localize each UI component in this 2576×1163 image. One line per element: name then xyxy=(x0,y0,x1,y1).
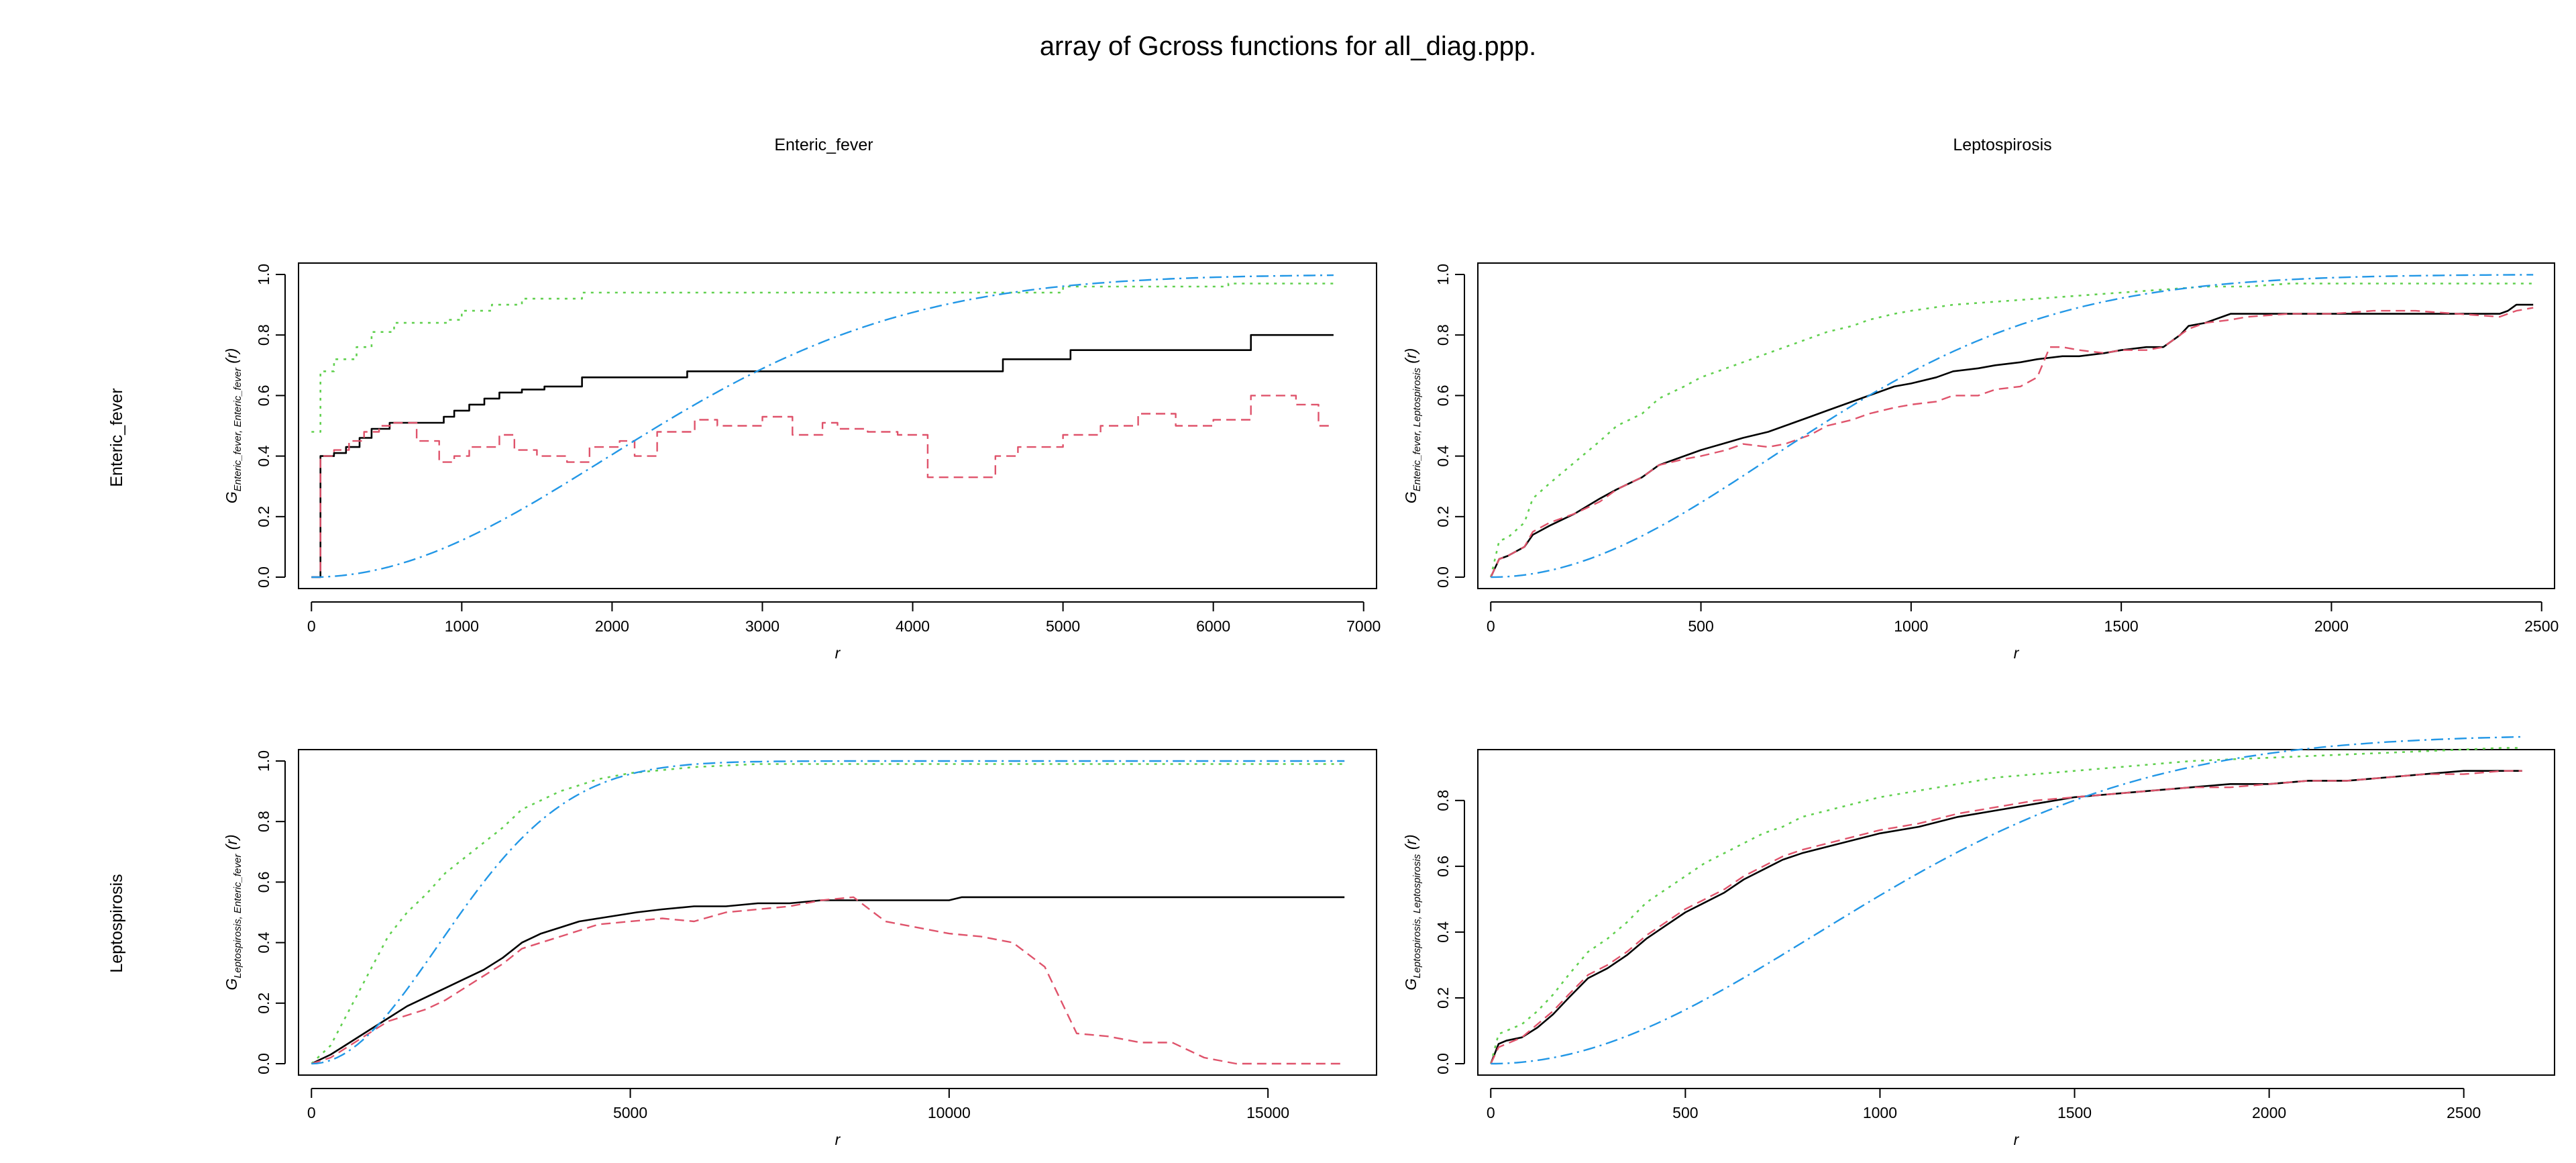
x-tick-label: 500 xyxy=(1688,617,1713,635)
row-header-enteric-fever: Enteric_fever xyxy=(107,388,126,487)
x-tick-label: 2000 xyxy=(595,617,629,635)
y-tick-label: 0.6 xyxy=(1434,385,1452,406)
y-tick-label: 0.8 xyxy=(1434,324,1452,346)
series-line-han xyxy=(1490,770,2522,1064)
column-header-enteric-fever: Enteric_fever xyxy=(774,136,873,154)
x-tick-label: 2500 xyxy=(2447,1104,2481,1121)
y-tick-label: 1.0 xyxy=(255,750,272,772)
y-axis-label: GLeptospirosis, Leptospirosis (r) xyxy=(1402,834,1423,990)
y-tick-label: 0.8 xyxy=(255,324,272,346)
x-tick-label: 5000 xyxy=(613,1104,647,1121)
plot-frame xyxy=(1477,262,2555,589)
y-tick-label: 0.6 xyxy=(1434,856,1452,877)
x-tick-label: 1000 xyxy=(445,617,479,635)
x-tick-label: 4000 xyxy=(896,617,930,635)
y-tick-label: 0.4 xyxy=(1434,445,1452,466)
y-tick-label: 0.0 xyxy=(255,1053,272,1074)
series-line-rs xyxy=(1490,283,2534,578)
y-tick-label: 0.0 xyxy=(1434,1053,1452,1074)
series-line-rs xyxy=(311,763,1345,1064)
x-tick-label: 0 xyxy=(307,617,316,635)
x-tick-label: 7000 xyxy=(1346,617,1381,635)
series-line-theo xyxy=(1491,274,2534,578)
series-line-rs xyxy=(311,283,1334,433)
plot-frame xyxy=(298,749,1377,1076)
x-axis-label: r xyxy=(835,1131,841,1148)
y-tick-label: 0.8 xyxy=(1434,790,1452,811)
x-tick-label: 3000 xyxy=(745,617,780,635)
y-tick-label: 0.6 xyxy=(255,871,272,893)
x-tick-label: 2000 xyxy=(2252,1104,2286,1121)
x-axis-label: r xyxy=(2014,644,2020,662)
series-line-theo xyxy=(1491,736,2522,1065)
x-tick-label: 2000 xyxy=(2314,617,2349,635)
x-tick-label: 0 xyxy=(1487,617,1495,635)
series-line-km xyxy=(1490,770,2522,1064)
series-line-han xyxy=(1490,307,2534,578)
y-tick-label: 0.4 xyxy=(255,931,272,953)
x-axis-label: r xyxy=(2014,1131,2020,1148)
series-line-km xyxy=(1490,303,2534,578)
panel-lep-lep: 0 500 1000 1500 2000 2500 r 0.0 0.2 0.4 0.6 0.8 GLep… xyxy=(1402,736,2555,1148)
y-tick-label: 0.4 xyxy=(1434,921,1452,943)
x-axis-label: r xyxy=(835,644,841,662)
x-tick-label: 6000 xyxy=(1196,617,1230,635)
y-tick-label: 0.0 xyxy=(1434,566,1452,588)
y-axis-label: GLeptospirosis, Enteric_fever (r) xyxy=(223,834,244,990)
x-tick-label: 1000 xyxy=(1863,1104,1897,1121)
y-tick-label: 1.0 xyxy=(1434,264,1452,285)
x-tick-label: 2500 xyxy=(2524,617,2559,635)
figure-title: array of Gcross functions for all_diag.p… xyxy=(1040,32,1536,61)
y-tick-label: 1.0 xyxy=(255,264,272,285)
x-tick-label: 10000 xyxy=(928,1104,971,1121)
series-line-rs xyxy=(1490,747,2522,1064)
y-tick-label: 0.6 xyxy=(255,385,272,406)
panel-ef-lep: 0 500 1000 1500 2000 2500 r 0.0 0.2 0.4 0.6 0.8 1.0 G… xyxy=(1402,262,2559,662)
series-line-km xyxy=(311,896,1345,1065)
series-line-theo xyxy=(311,274,1334,578)
y-tick-label: 0.2 xyxy=(255,506,272,527)
x-tick-label: 5000 xyxy=(1046,617,1080,635)
y-tick-label: 0.2 xyxy=(1434,987,1452,1009)
x-tick-label: 1000 xyxy=(1894,617,1928,635)
x-tick-label: 1500 xyxy=(2057,1104,2092,1121)
x-tick-label: 0 xyxy=(307,1104,316,1121)
column-header-leptospirosis: Leptospirosis xyxy=(1953,136,2051,154)
panel-ef-ef: 0 1000 2000 3000 4000 5000 6000 7000 r 0.0 0.2 0.4 0… xyxy=(223,262,1381,662)
x-tick-label: 15000 xyxy=(1246,1104,1289,1121)
y-tick-label: 0.8 xyxy=(255,811,272,832)
y-axis-label: GEnteric_fever, Enteric_fever (r) xyxy=(223,348,244,504)
plot-frame xyxy=(1477,749,2555,1076)
panels-group: 0 1000 2000 3000 4000 5000 6000 7000r0.00.20.40… xyxy=(223,262,2559,1148)
series-line-km xyxy=(311,334,1334,578)
series-line-theo xyxy=(311,760,1345,1065)
y-tick-label: 0.4 xyxy=(255,445,272,466)
y-tick-label: 0.2 xyxy=(255,993,272,1014)
panel-lep-ef: 0 5000 10000 15000 r 0.0 0.2 0.4 0.6 0.8 1.0 GLepto… xyxy=(223,749,1377,1148)
x-tick-label: 1500 xyxy=(2104,617,2139,635)
y-tick-label: 0.0 xyxy=(255,566,272,588)
x-tick-label: 0 xyxy=(1487,1104,1495,1121)
plot-frame xyxy=(298,262,1377,589)
series-line-han xyxy=(311,896,1345,1065)
series-line-han xyxy=(311,395,1334,578)
y-axis-label: GEnteric_fever, Leptospirosis (r) xyxy=(1402,348,1423,504)
row-header-leptospirosis: Leptospirosis xyxy=(107,874,126,972)
x-tick-label: 500 xyxy=(1672,1104,1698,1121)
y-tick-label: 0.2 xyxy=(1434,506,1452,527)
